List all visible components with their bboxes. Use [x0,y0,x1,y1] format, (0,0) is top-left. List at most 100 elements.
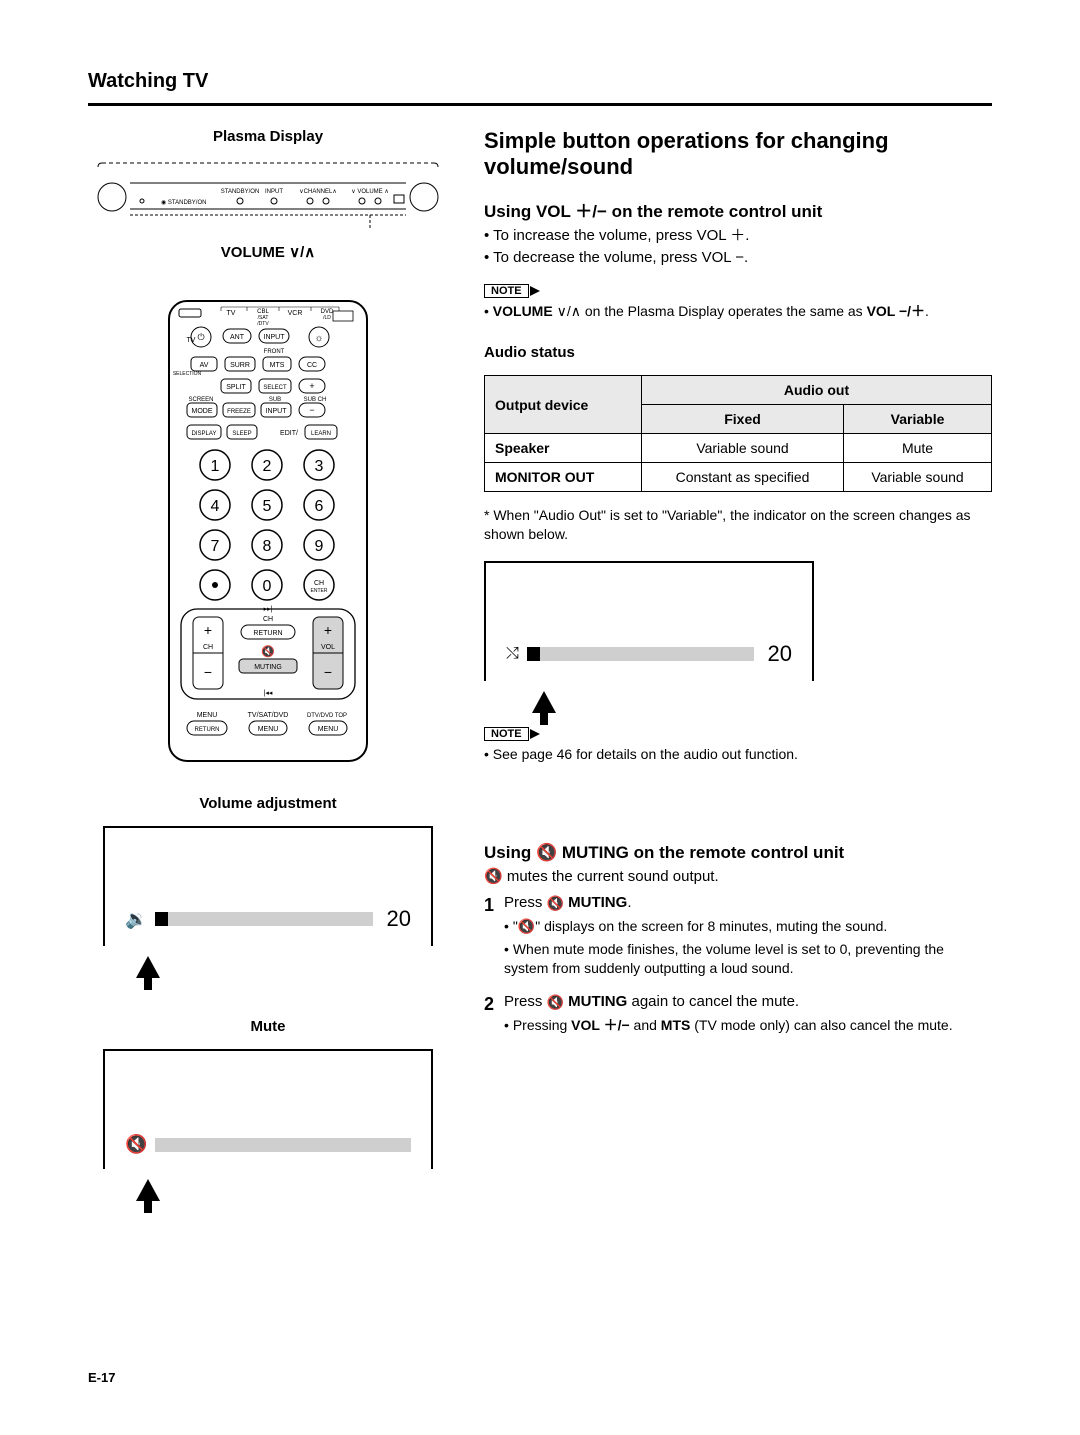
step-text: Press [504,993,547,1010]
svg-text:1: 1 [211,458,220,475]
right-column: Simple button operations for changing vo… [484,128,992,1201]
volume-arrows-label: VOLUME ∨/∧ [88,243,448,261]
mute-icon: 🔇 [547,994,564,1010]
svg-text:4: 4 [211,498,220,515]
variable-value: 20 [768,641,792,667]
svg-text:FREEZE: FREEZE [227,409,251,415]
svg-text:MENU: MENU [318,726,339,733]
th-output-device: Output device [485,376,642,434]
svg-text:9: 9 [315,538,324,555]
volume-value: 20 [387,906,411,932]
mute-title: Mute [88,1018,448,1035]
volume-adjustment-title: Volume adjustment [88,795,448,812]
bullet-item: To decrease the volume, press VOL −. [484,248,992,268]
svg-text:CH: CH [263,616,273,623]
remote-diagram: TV CBL /SAT /DTV VCR DVD /LD TV ⏻ ANT IN… [163,297,373,767]
muting-lead: 🔇 mutes the current sound output. [484,867,992,885]
mute-icon: 🔇 [125,1134,147,1155]
row-speaker-label: Speaker [485,434,642,463]
th-audio-out: Audio out [641,376,991,405]
arrow-up-icon [136,956,160,978]
svg-text:+: + [324,622,332,638]
svg-text:∨CHANNEL∧: ∨CHANNEL∧ [299,189,336,195]
note-item: See page 46 for details on the audio out… [484,745,992,763]
main-title: Simple button operations for changing vo… [484,128,992,181]
row-monitor-label: MONITOR OUT [485,463,642,492]
svg-text:SUB: SUB [269,397,281,403]
svg-text:VCR: VCR [288,310,303,317]
svg-text:∨ VOLUME ∧: ∨ VOLUME ∧ [351,189,388,195]
arrow-up-icon [136,1179,160,1201]
step-1: 1 Press 🔇 MUTING. "🔇" displays on the sc… [484,893,992,982]
svg-text:SUB CH: SUB CH [304,397,327,403]
row-speaker-fixed: Variable sound [641,434,843,463]
svg-text:TV: TV [227,310,236,317]
svg-text:MUTING: MUTING [254,664,282,671]
volume-osd-box: 🔉 20 [103,826,433,946]
note-item: VOLUME ∨/∧ on the Plasma Display operate… [484,302,992,320]
svg-text:INPUT: INPUT [264,334,286,341]
svg-text:2: 2 [263,458,272,475]
svg-text:ANT: ANT [230,334,245,341]
divider [88,103,992,106]
note-list: VOLUME ∨/∧ on the Plasma Display operate… [484,302,992,320]
row-monitor-variable: Variable sound [844,463,992,492]
step-sub-item: When mute mode finishes, the volume leve… [504,940,992,978]
svg-text:7: 7 [211,538,220,555]
using-muting-title: Using 🔇 MUTING on the remote control uni… [484,843,992,863]
row-speaker-variable: Mute [844,434,992,463]
svg-text:INPUT: INPUT [266,408,288,415]
svg-text:VOL: VOL [321,644,335,651]
step-sub-item: Pressing VOL ＋/− and MTS (TV mode only) … [504,1016,992,1035]
svg-text:RETURN: RETURN [253,630,282,637]
step-text: Press [504,894,547,911]
steps: 1 Press 🔇 MUTING. "🔇" displays on the sc… [484,893,992,1039]
svg-text:MTS: MTS [270,362,285,369]
svg-text:−: − [204,664,212,680]
left-column: Plasma Display ◉ STANDBY/ON STANDBY/ON I… [88,128,448,1201]
section-title: Watching TV [88,70,992,93]
svg-text:CH: CH [314,580,324,587]
bullet-item: To increase the volume, press VOL ＋. [484,226,992,246]
mute-bar [155,1138,411,1152]
svg-text:6: 6 [315,498,324,515]
svg-text:☼: ☼ [314,333,323,344]
arrow-up-icon [532,691,556,713]
svg-text:SELECT: SELECT [263,385,287,391]
audio-status-title: Audio status [484,344,992,361]
audio-status-table: Output device Audio out Fixed Variable S… [484,375,992,492]
svg-text:SLEEP: SLEEP [232,431,251,437]
svg-text:▸▸|: ▸▸| [264,606,273,613]
mute-icon: 🔇 [547,895,564,911]
th-fixed: Fixed [641,405,843,434]
note-tag: NOTE [484,727,529,741]
svg-text:SCREEN: SCREEN [188,397,213,403]
note-list: See page 46 for details on the audio out… [484,745,992,763]
step-sub-item: "🔇" displays on the screen for 8 minutes… [504,917,992,936]
step-number: 2 [484,992,494,1039]
svg-text:DTV/DVD TOP: DTV/DVD TOP [307,713,347,719]
svg-text:|◂◂: |◂◂ [264,690,273,697]
svg-text:/LD: /LD [323,315,331,321]
note-tag: NOTE [484,284,529,298]
svg-text:SURR: SURR [230,362,250,369]
svg-text:SPLIT: SPLIT [226,384,246,391]
variable-osd: ⤭ 20 [484,561,992,713]
step-2: 2 Press 🔇 MUTING again to cancel the mut… [484,992,992,1039]
svg-text:LEARN: LEARN [311,431,331,437]
svg-text:TV/SAT/DVD: TV/SAT/DVD [248,712,289,719]
plasma-panel-diagram: ◉ STANDBY/ON STANDBY/ON INPUT ∨CHANNEL∧ … [88,153,448,233]
svg-text:RETURN: RETURN [195,727,220,733]
svg-text:DISPLAY: DISPLAY [192,431,217,437]
svg-text:5: 5 [263,498,272,515]
columns: Plasma Display ◉ STANDBY/ON STANDBY/ON I… [88,128,992,1201]
variable-bar [527,647,754,661]
variable-icon: ⤭ [506,645,519,663]
svg-text:🔇: 🔇 [261,645,275,658]
svg-text:8: 8 [263,538,272,555]
svg-text:−: − [309,405,314,415]
mute-osd-box: 🔇 [103,1049,433,1169]
svg-text:STANDBY/ON: STANDBY/ON [221,189,260,195]
svg-text:MENU: MENU [197,712,218,719]
using-vol-title: Using VOL ＋/− on the remote control unit [484,197,992,222]
